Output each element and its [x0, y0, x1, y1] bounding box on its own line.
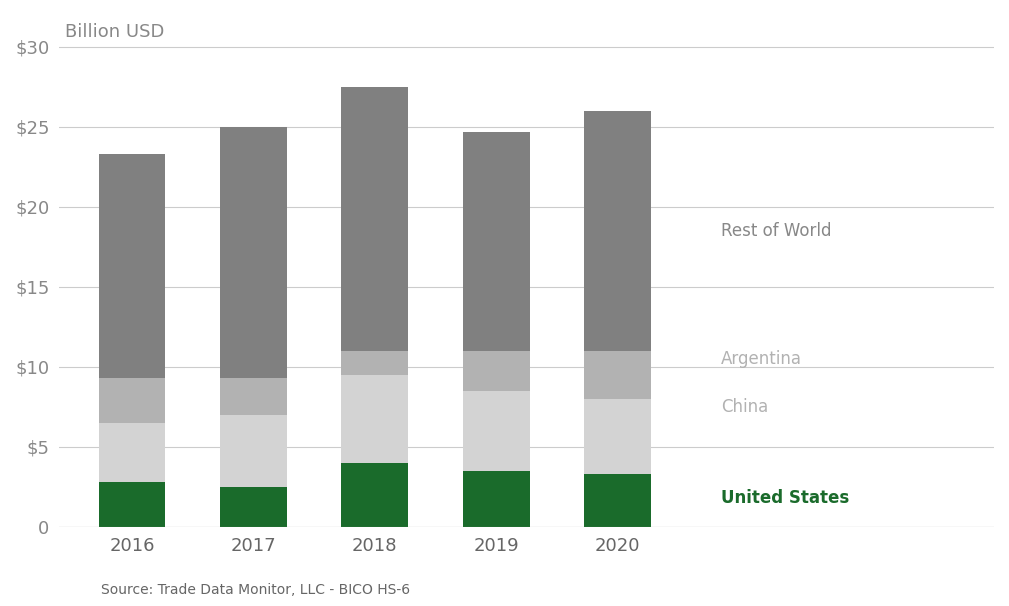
- Text: Argentina: Argentina: [720, 350, 802, 368]
- Bar: [220, 487, 287, 527]
- Bar: [341, 351, 409, 375]
- Bar: [584, 399, 651, 474]
- Bar: [220, 378, 287, 415]
- Bar: [584, 111, 651, 351]
- Text: Rest of World: Rest of World: [720, 222, 831, 240]
- Bar: [463, 351, 530, 391]
- Bar: [341, 463, 409, 527]
- Bar: [463, 471, 530, 527]
- Bar: [99, 423, 165, 482]
- Text: China: China: [720, 398, 768, 416]
- Bar: [341, 87, 409, 351]
- Bar: [99, 378, 165, 423]
- Text: United States: United States: [720, 489, 850, 507]
- Bar: [99, 482, 165, 527]
- Bar: [220, 415, 287, 487]
- Bar: [584, 474, 651, 527]
- Bar: [463, 132, 530, 351]
- Bar: [99, 154, 165, 378]
- Bar: [341, 375, 409, 463]
- Text: Source: Trade Data Monitor, LLC - BICO HS-6: Source: Trade Data Monitor, LLC - BICO H…: [101, 583, 410, 597]
- Bar: [220, 127, 287, 378]
- Bar: [584, 351, 651, 399]
- Text: Billion USD: Billion USD: [66, 23, 164, 41]
- Bar: [463, 391, 530, 471]
